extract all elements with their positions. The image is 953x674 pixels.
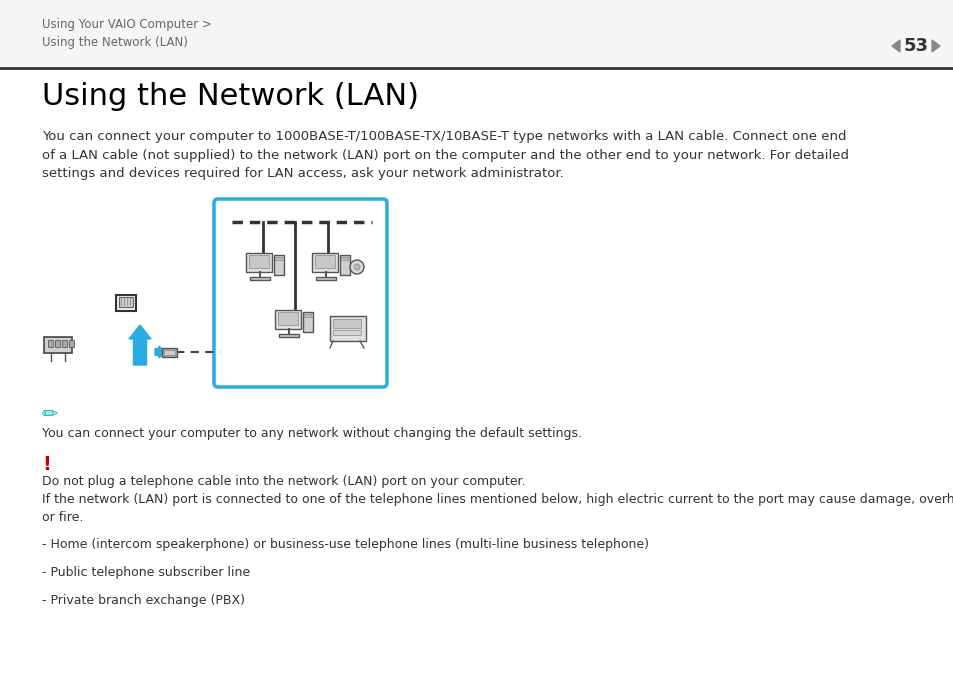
- Bar: [249, 255, 269, 268]
- Bar: [312, 253, 337, 272]
- Bar: [277, 312, 297, 325]
- Text: 53: 53: [902, 37, 927, 55]
- Text: Using the Network (LAN): Using the Network (LAN): [42, 82, 418, 111]
- Bar: [246, 253, 272, 272]
- Bar: [55, 340, 60, 347]
- Bar: [274, 310, 301, 329]
- Text: Do not plug a telephone cable into the network (LAN) port on your computer.: Do not plug a telephone cable into the n…: [42, 475, 525, 488]
- Bar: [330, 316, 366, 341]
- Text: You can connect your computer to 1000BASE-T/100BASE-TX/10BASE-T type networks wi: You can connect your computer to 1000BAS…: [42, 130, 848, 180]
- Bar: [162, 348, 177, 357]
- Bar: [48, 340, 53, 347]
- Bar: [274, 257, 282, 260]
- Bar: [274, 255, 284, 275]
- Text: - Private branch exchange (PBX): - Private branch exchange (PBX): [42, 594, 245, 607]
- FancyArrow shape: [129, 325, 151, 365]
- Bar: [278, 334, 298, 337]
- Polygon shape: [891, 40, 899, 52]
- Polygon shape: [931, 40, 939, 52]
- Text: You can connect your computer to any network without changing the default settin: You can connect your computer to any net…: [42, 427, 581, 440]
- Bar: [315, 277, 335, 280]
- Bar: [164, 350, 174, 355]
- Text: ✏: ✏: [42, 405, 58, 424]
- Bar: [333, 330, 360, 335]
- Circle shape: [354, 264, 359, 270]
- Bar: [339, 255, 350, 275]
- Bar: [333, 319, 360, 328]
- Bar: [314, 255, 335, 268]
- Bar: [304, 314, 311, 317]
- Text: - Home (intercom speakerphone) or business-use telephone lines (multi-line busin: - Home (intercom speakerphone) or busine…: [42, 538, 648, 551]
- Bar: [340, 257, 348, 260]
- Text: Using the Network (LAN): Using the Network (LAN): [42, 36, 188, 49]
- Bar: [303, 312, 313, 332]
- FancyBboxPatch shape: [213, 199, 387, 387]
- Bar: [250, 277, 270, 280]
- Bar: [116, 295, 136, 311]
- Bar: [69, 340, 74, 347]
- Bar: [0, 0, 953, 68]
- FancyArrow shape: [154, 346, 165, 358]
- Text: If the network (LAN) port is connected to one of the telephone lines mentioned b: If the network (LAN) port is connected t…: [42, 493, 953, 524]
- Text: !: !: [42, 455, 51, 474]
- Text: - Public telephone subscriber line: - Public telephone subscriber line: [42, 566, 250, 579]
- Bar: [44, 337, 71, 353]
- Circle shape: [350, 260, 364, 274]
- Bar: [119, 297, 132, 307]
- Text: Using Your VAIO Computer >: Using Your VAIO Computer >: [42, 18, 212, 31]
- Bar: [62, 340, 67, 347]
